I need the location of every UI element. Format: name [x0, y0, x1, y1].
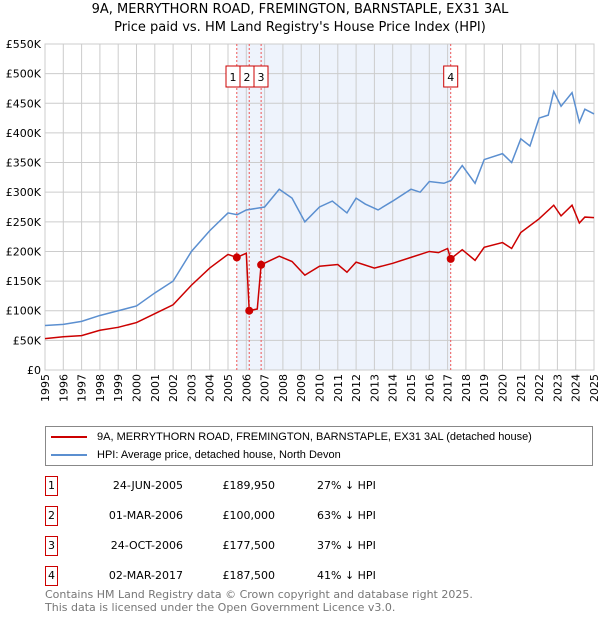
x-tick-label: 2003 — [185, 374, 198, 402]
sale-hpi-diff: 63% ↓ HPI — [317, 509, 376, 522]
sale-hpi-diff: 41% ↓ HPI — [317, 569, 376, 582]
x-tick-label: 1996 — [57, 374, 70, 402]
footer-line: Contains HM Land Registry data © Crown c… — [45, 588, 473, 601]
footer-line: This data is licensed under the Open Gov… — [45, 601, 396, 614]
sale-number: 1 — [45, 476, 58, 496]
sale-point — [257, 260, 266, 269]
y-tick-label: £150K — [6, 275, 42, 288]
sale-label: 2 — [244, 71, 251, 84]
x-tick-label: 2017 — [442, 374, 455, 402]
chart-svg: £0 £50K £100K £150K £200K £250K £300K £350K £400… — [6, 38, 600, 402]
legend-label: HPI: Average price, detached house, Nort… — [97, 449, 341, 461]
y-tick-label: £350K — [6, 157, 42, 170]
x-tick-label: 2014 — [387, 374, 400, 402]
sale-row: 2 01-MAR-2006 £100,000 63% ↓ HPI — [45, 506, 445, 526]
plot-border — [44, 43, 595, 371]
x-tick-label: 2004 — [204, 374, 217, 402]
x-tick-label: 2009 — [295, 374, 308, 402]
sale-row: 1 24-JUN-2005 £189,950 27% ↓ HPI — [45, 476, 445, 496]
x-tick-label: 2024 — [570, 374, 583, 402]
chart-title: 9A, MERRYTHORN ROAD, FREMINGTON, BARNSTA… — [91, 2, 509, 17]
sale-number: 3 — [45, 536, 58, 556]
hpi-line — [44, 89, 595, 327]
y-tick-label: £100K — [6, 305, 42, 318]
y-tick-label: £200K — [6, 245, 42, 258]
sale-label: 1 — [230, 71, 237, 84]
sale-row: 4 02-MAR-2017 £187,500 41% ↓ HPI — [45, 566, 445, 586]
sale-point — [446, 254, 455, 263]
x-tick-label: 2021 — [515, 374, 528, 402]
sale-price: £189,950 — [222, 479, 276, 492]
y-tick-label: £300K — [6, 186, 42, 199]
sale-label: 3 — [258, 71, 265, 84]
sale-label-box — [443, 65, 459, 88]
footer: Contains HM Land Registry data © Crown c… — [45, 588, 473, 614]
x-tick-label: 2012 — [350, 374, 363, 402]
sale-period-shading — [236, 44, 451, 370]
y-tick-label: £400K — [6, 127, 42, 140]
x-tick-label: 1995 — [39, 374, 52, 402]
sale-price: £187,500 — [222, 569, 276, 582]
property-price-line — [44, 203, 595, 340]
sale-row: 3 24-OCT-2006 £177,500 37% ↓ HPI — [45, 536, 445, 556]
x-tick-label: 2016 — [423, 374, 436, 402]
sale-number: 4 — [45, 566, 58, 586]
y-tick-label: £550K — [6, 38, 42, 51]
x-tick-label: 2018 — [460, 374, 473, 402]
x-tick-label: 2008 — [277, 374, 290, 402]
legend-swatch-red — [51, 436, 87, 438]
y-tick-label: £0 — [27, 364, 41, 377]
x-tick-label: 2023 — [551, 374, 564, 402]
y-tick-label: £250K — [6, 216, 42, 229]
x-tick-label: 2011 — [332, 374, 345, 402]
x-tick-label: 2006 — [240, 374, 253, 402]
sale-label: 4 — [447, 71, 454, 84]
sale-hpi-diff: 37% ↓ HPI — [317, 539, 376, 552]
sale-point — [245, 306, 254, 315]
y-tick-label: £450K — [6, 97, 42, 110]
x-tick-label: 1997 — [76, 374, 89, 402]
chart-subtitle: Price paid vs. HM Land Registry's House … — [114, 20, 486, 35]
x-tick-label: 2020 — [497, 374, 510, 402]
x-tick-label: 2025 — [588, 374, 600, 402]
x-tick-label: 1998 — [94, 374, 107, 402]
legend-item-property: 9A, MERRYTHORN ROAD, FREMINGTON, BARNSTA… — [51, 429, 532, 445]
x-tick-label: 2010 — [314, 374, 327, 402]
x-tick-label: 2007 — [259, 374, 272, 402]
x-tick-label: 2005 — [222, 374, 235, 402]
sale-price: £100,000 — [222, 509, 276, 522]
x-tick-label: 2019 — [478, 374, 491, 402]
sale-date: 02-MAR-2017 — [108, 569, 183, 582]
sale-date: 01-MAR-2006 — [108, 509, 183, 522]
sale-label-box — [253, 65, 269, 88]
x-tick-label: 2015 — [405, 374, 418, 402]
y-tick-label: £500K — [6, 68, 42, 81]
x-tick-label: 1999 — [112, 374, 125, 402]
sale-point — [232, 253, 241, 262]
legend-label: 9A, MERRYTHORN ROAD, FREMINGTON, BARNSTA… — [97, 431, 532, 443]
legend-item-hpi: HPI: Average price, detached house, Nort… — [51, 447, 341, 463]
sale-price: £177,500 — [222, 539, 276, 552]
sale-number: 2 — [45, 506, 58, 526]
sale-date: 24-OCT-2006 — [110, 539, 183, 552]
y-tick-label: £50K — [13, 334, 42, 347]
legend: 9A, MERRYTHORN ROAD, FREMINGTON, BARNSTA… — [45, 426, 593, 466]
x-tick-label: 2000 — [131, 374, 144, 402]
sale-hpi-diff: 27% ↓ HPI — [317, 479, 376, 492]
x-tick-label: 2002 — [167, 374, 180, 402]
x-tick-label: 2001 — [149, 374, 162, 402]
x-tick-label: 2013 — [368, 374, 381, 402]
legend-swatch-blue — [51, 454, 87, 456]
x-tick-label: 2022 — [533, 374, 546, 402]
sale-date: 24-JUN-2005 — [112, 479, 183, 492]
